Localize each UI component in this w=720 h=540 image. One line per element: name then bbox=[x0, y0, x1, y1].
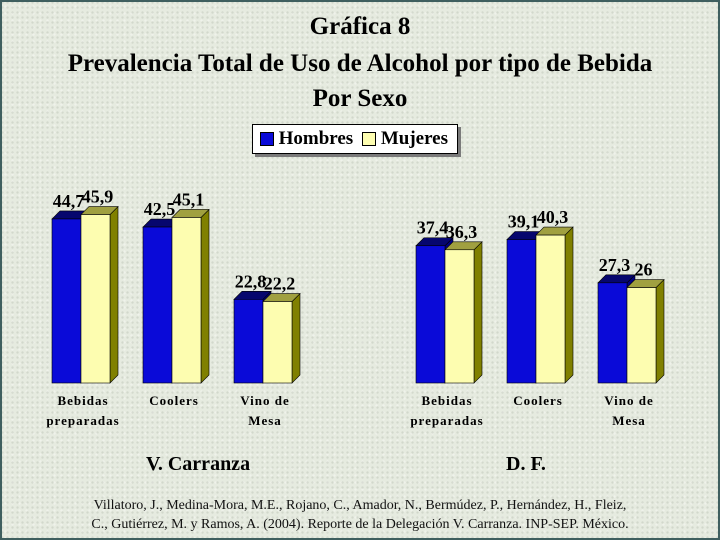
bar-2-2-hombres bbox=[506, 239, 537, 384]
data-label-2-2-hombres: 39,1 bbox=[508, 212, 540, 232]
legend-label-hombres: Hombres bbox=[278, 128, 354, 149]
bar-side-2-2-mujeres bbox=[564, 226, 574, 384]
data-label-1-1-hombres: 44,7 bbox=[53, 191, 85, 211]
bar-1-1-mujeres bbox=[80, 214, 111, 384]
bar-2-3-hombres bbox=[597, 282, 628, 384]
chart-title-line-1: Gráfica 8 bbox=[309, 13, 411, 40]
bar-side-2-1-mujeres bbox=[473, 241, 483, 384]
bar-2-1-mujeres bbox=[444, 249, 475, 384]
bar-side-2-3-mujeres bbox=[655, 278, 665, 384]
bar-1-1-hombres bbox=[51, 218, 82, 384]
data-label-1-2-mujeres: 45,1 bbox=[173, 189, 205, 209]
data-label-2-3-mujeres: 26 bbox=[635, 260, 653, 280]
bar-side-1-2-mujeres bbox=[200, 208, 210, 384]
bar-1-2-mujeres bbox=[171, 217, 202, 384]
data-label-1-2-hombres: 42,5 bbox=[144, 199, 176, 219]
bar-2-2-mujeres bbox=[535, 234, 566, 384]
data-label-2-1-mujeres: 36,3 bbox=[446, 222, 478, 242]
category-label-2-3-2: Mesa bbox=[612, 413, 646, 428]
bar-side-1-3-mujeres bbox=[291, 292, 301, 384]
source-line-2: C., Gutiérrez, M. y Ramos, A. (2004). Re… bbox=[91, 517, 629, 532]
chart-title-line-2: Prevalencia Total de Uso de Alcohol por … bbox=[67, 50, 653, 77]
data-label-1-3-hombres: 22,8 bbox=[235, 271, 267, 291]
chart-2-title: D. F. bbox=[506, 453, 546, 475]
bar-1-3-mujeres bbox=[262, 301, 293, 384]
category-label-2-2-1: Coolers bbox=[513, 393, 563, 408]
category-label-1-1-1: Bebidas bbox=[57, 393, 108, 408]
legend-label-mujeres: Mujeres bbox=[380, 128, 448, 149]
legend-swatch-hombres bbox=[260, 132, 274, 146]
bar-1-3-hombres bbox=[233, 299, 264, 384]
legend-swatch-mujeres bbox=[362, 132, 376, 146]
chart-1-title: V. Carranza bbox=[146, 453, 251, 475]
chart-title-line-3: Por Sexo bbox=[312, 85, 408, 112]
data-label-2-2-mujeres: 40,3 bbox=[537, 207, 569, 227]
category-label-1-2-1: Coolers bbox=[149, 393, 199, 408]
bar-2-3-mujeres bbox=[626, 287, 657, 384]
category-label-1-3-1: Vino de bbox=[240, 393, 290, 408]
category-label-2-1-1: Bebidas bbox=[421, 393, 472, 408]
data-label-1-3-mujeres: 22,2 bbox=[264, 274, 296, 294]
bar-1-2-hombres bbox=[142, 226, 173, 384]
category-label-1-3-2: Mesa bbox=[248, 413, 282, 428]
bar-side-1-1-mujeres bbox=[109, 205, 119, 384]
bar-2-1-hombres bbox=[415, 245, 446, 384]
data-label-2-3-hombres: 27,3 bbox=[599, 255, 631, 275]
category-label-1-1-2: preparadas bbox=[46, 413, 119, 428]
chart-legend: Hombres Mujeres bbox=[252, 124, 458, 154]
source-line-1: Villatoro, J., Medina-Mora, M.E., Rojano… bbox=[93, 498, 627, 513]
data-label-1-1-mujeres: 45,9 bbox=[82, 187, 114, 207]
data-label-2-1-hombres: 37,4 bbox=[417, 218, 449, 238]
category-label-2-1-2: preparadas bbox=[410, 413, 483, 428]
category-label-2-3-1: Vino de bbox=[604, 393, 654, 408]
